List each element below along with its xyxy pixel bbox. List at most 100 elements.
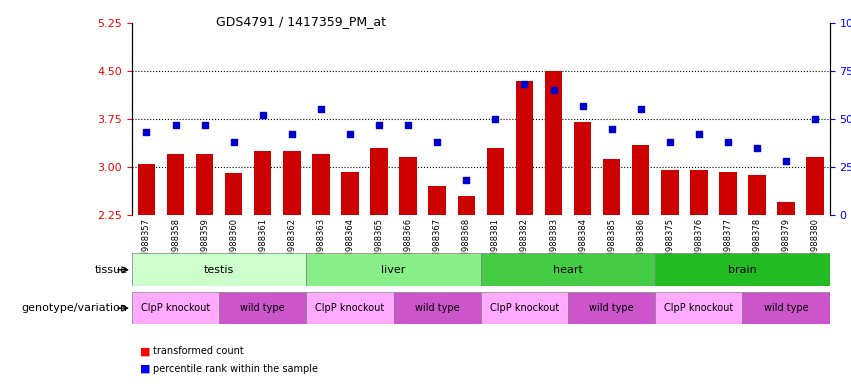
Point — [285, 131, 299, 137]
Bar — [487, 148, 504, 215]
Text: GSM988364: GSM988364 — [346, 218, 355, 269]
Text: GSM988366: GSM988366 — [403, 218, 413, 269]
Bar — [719, 172, 737, 215]
Text: genotype/variation: genotype/variation — [21, 303, 128, 313]
Bar — [632, 145, 649, 215]
Text: liver: liver — [381, 265, 406, 275]
Bar — [138, 164, 155, 215]
Point — [721, 139, 734, 145]
Text: GSM988384: GSM988384 — [578, 218, 587, 269]
Text: wild type: wild type — [590, 303, 634, 313]
Text: ClpP knockout: ClpP knockout — [665, 303, 734, 313]
Text: GSM988382: GSM988382 — [520, 218, 529, 269]
Text: GSM988380: GSM988380 — [811, 218, 820, 269]
Text: ClpP knockout: ClpP knockout — [141, 303, 210, 313]
Text: wild type: wild type — [764, 303, 808, 313]
Text: GSM988376: GSM988376 — [694, 218, 704, 269]
Point — [168, 122, 182, 128]
Text: transformed count: transformed count — [153, 346, 244, 356]
Text: wild type: wild type — [241, 303, 285, 313]
Bar — [481, 253, 655, 286]
Point — [372, 122, 386, 128]
Point — [343, 131, 357, 137]
Point — [460, 177, 473, 184]
Bar — [661, 170, 678, 215]
Bar — [690, 170, 707, 215]
Text: GSM988357: GSM988357 — [142, 218, 151, 269]
Bar — [225, 174, 243, 215]
Text: ClpP knockout: ClpP knockout — [316, 303, 385, 313]
Bar — [306, 253, 481, 286]
Point — [314, 106, 328, 113]
Bar — [574, 122, 591, 215]
Bar — [516, 81, 533, 215]
Point — [634, 106, 648, 113]
Point — [488, 116, 502, 122]
Text: GSM988379: GSM988379 — [781, 218, 791, 269]
Text: percentile rank within the sample: percentile rank within the sample — [153, 364, 318, 374]
Bar — [481, 292, 568, 324]
Text: GSM988358: GSM988358 — [171, 218, 180, 269]
Point — [517, 81, 531, 88]
Bar — [312, 154, 329, 215]
Text: brain: brain — [728, 265, 757, 275]
Bar — [370, 148, 388, 215]
Bar — [742, 292, 830, 324]
Bar — [603, 159, 620, 215]
Bar — [341, 172, 358, 215]
Bar — [306, 292, 393, 324]
Text: GSM988368: GSM988368 — [462, 218, 471, 269]
Bar — [807, 157, 824, 215]
Bar — [132, 292, 220, 324]
Point — [227, 139, 241, 145]
Text: GDS4791 / 1417359_PM_at: GDS4791 / 1417359_PM_at — [215, 15, 386, 28]
Point — [605, 126, 619, 132]
Bar — [748, 175, 766, 215]
Bar — [545, 71, 563, 215]
Text: GSM988365: GSM988365 — [374, 218, 384, 269]
Bar — [655, 292, 742, 324]
Point — [140, 129, 153, 136]
Text: heart: heart — [553, 265, 583, 275]
Bar — [220, 292, 306, 324]
Bar — [254, 151, 271, 215]
Bar — [399, 157, 417, 215]
Bar — [283, 151, 300, 215]
Point — [431, 139, 444, 145]
Bar — [458, 196, 475, 215]
Bar — [393, 292, 481, 324]
Text: GSM988378: GSM988378 — [752, 218, 762, 269]
Bar — [196, 154, 214, 215]
Point — [780, 158, 793, 164]
Bar — [655, 253, 830, 286]
Text: GSM988363: GSM988363 — [317, 218, 325, 269]
Bar — [568, 292, 655, 324]
Text: GSM988381: GSM988381 — [491, 218, 500, 269]
Text: GSM988383: GSM988383 — [549, 218, 558, 269]
Text: wild type: wild type — [415, 303, 460, 313]
Point — [663, 139, 677, 145]
Point — [576, 103, 590, 109]
Point — [546, 87, 560, 93]
Text: GSM988367: GSM988367 — [432, 218, 442, 269]
Text: GSM988361: GSM988361 — [258, 218, 267, 269]
Text: ClpP knockout: ClpP knockout — [490, 303, 559, 313]
Text: GSM988360: GSM988360 — [229, 218, 238, 269]
Point — [692, 131, 705, 137]
Point — [808, 116, 822, 122]
Point — [256, 112, 270, 118]
Point — [197, 122, 211, 128]
Point — [751, 145, 764, 151]
Text: testis: testis — [204, 265, 234, 275]
Text: GSM988359: GSM988359 — [200, 218, 209, 269]
Text: tissue: tissue — [94, 265, 128, 275]
Bar — [132, 253, 306, 286]
Bar — [778, 202, 795, 215]
Text: GSM988377: GSM988377 — [723, 218, 733, 269]
Point — [402, 122, 415, 128]
Text: GSM988375: GSM988375 — [665, 218, 674, 269]
Text: GSM988386: GSM988386 — [637, 218, 645, 269]
Text: ■: ■ — [140, 364, 151, 374]
Text: GSM988362: GSM988362 — [288, 218, 296, 269]
Text: GSM988385: GSM988385 — [607, 218, 616, 269]
